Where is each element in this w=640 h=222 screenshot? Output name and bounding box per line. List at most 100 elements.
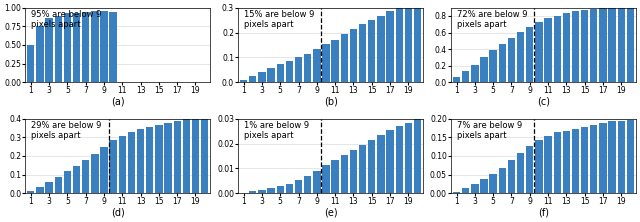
Bar [396, 126, 403, 193]
Bar [377, 16, 385, 82]
Bar [109, 12, 116, 82]
Bar [276, 186, 284, 193]
Bar [414, 119, 421, 193]
X-axis label: (f): (f) [538, 208, 549, 218]
Bar [36, 26, 44, 82]
Bar [572, 129, 579, 193]
Bar [462, 188, 469, 193]
Text: 95% are below 9
pixels apart: 95% are below 9 pixels apart [31, 10, 101, 29]
Bar [82, 160, 90, 193]
Bar [118, 136, 126, 193]
Bar [517, 32, 524, 82]
Bar [286, 61, 293, 82]
Bar [128, 132, 135, 193]
Bar [249, 76, 257, 82]
Bar [54, 16, 62, 82]
Bar [554, 16, 561, 82]
Bar [563, 131, 570, 193]
Bar [276, 64, 284, 82]
Bar [350, 29, 357, 82]
Bar [387, 130, 394, 193]
Bar [490, 174, 497, 193]
Bar [590, 9, 597, 82]
Text: 29% are below 9
pixels apart: 29% are below 9 pixels apart [31, 121, 101, 140]
Bar [517, 153, 524, 193]
Bar [535, 140, 543, 193]
Bar [453, 77, 460, 82]
Bar [481, 57, 488, 82]
Bar [618, 121, 625, 193]
Bar [581, 127, 588, 193]
Bar [64, 13, 71, 82]
Bar [201, 116, 208, 193]
Bar [64, 171, 71, 193]
Bar [377, 135, 385, 193]
Bar [499, 168, 506, 193]
Bar [54, 177, 62, 193]
Bar [609, 7, 616, 82]
Bar [192, 118, 199, 193]
Bar [590, 125, 597, 193]
Bar [453, 192, 460, 193]
Bar [313, 171, 321, 193]
Bar [91, 154, 99, 193]
X-axis label: (c): (c) [537, 97, 550, 107]
Bar [471, 65, 479, 82]
Bar [332, 40, 339, 82]
Bar [563, 13, 570, 82]
Bar [396, 8, 403, 82]
Bar [45, 18, 52, 82]
Bar [581, 10, 588, 82]
Bar [249, 191, 257, 193]
Bar [240, 192, 247, 193]
Bar [109, 140, 116, 193]
Bar [323, 44, 330, 82]
Bar [100, 147, 108, 193]
Bar [499, 44, 506, 82]
Bar [599, 123, 607, 193]
Bar [259, 72, 266, 82]
Bar [100, 11, 108, 82]
Bar [259, 190, 266, 193]
Bar [627, 120, 634, 193]
X-axis label: (a): (a) [111, 97, 125, 107]
Bar [73, 12, 80, 82]
Bar [554, 133, 561, 193]
Bar [545, 18, 552, 82]
Bar [240, 80, 247, 82]
Bar [156, 125, 163, 193]
Bar [268, 68, 275, 82]
Text: 1% are below 9
pixels apart: 1% are below 9 pixels apart [244, 121, 309, 140]
Bar [137, 129, 144, 193]
Bar [304, 54, 312, 82]
Bar [508, 38, 515, 82]
Bar [295, 180, 302, 193]
Bar [268, 188, 275, 193]
X-axis label: (d): (d) [111, 208, 125, 218]
Bar [36, 187, 44, 193]
Bar [545, 136, 552, 193]
Bar [526, 27, 533, 82]
Bar [526, 146, 533, 193]
Bar [164, 123, 172, 193]
Bar [462, 71, 469, 82]
Bar [508, 161, 515, 193]
Bar [45, 182, 52, 193]
Bar [359, 24, 366, 82]
Bar [490, 50, 497, 82]
X-axis label: (e): (e) [324, 208, 337, 218]
Bar [350, 150, 357, 193]
Bar [82, 12, 90, 82]
Bar [627, 6, 634, 82]
Bar [91, 11, 99, 82]
Bar [609, 121, 616, 193]
Bar [368, 20, 376, 82]
Bar [313, 50, 321, 82]
Bar [387, 11, 394, 82]
Bar [182, 119, 190, 193]
Bar [404, 6, 412, 82]
X-axis label: (b): (b) [324, 97, 337, 107]
Bar [404, 123, 412, 193]
Bar [27, 45, 35, 82]
Bar [323, 165, 330, 193]
